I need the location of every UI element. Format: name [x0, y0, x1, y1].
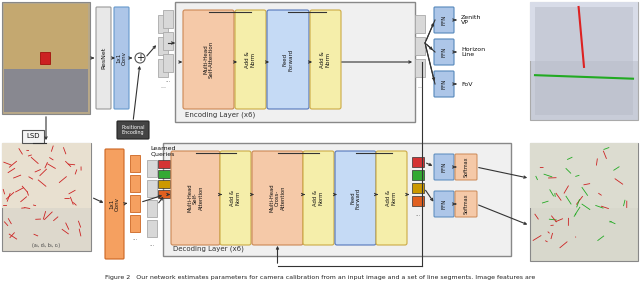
Text: FFN: FFN [442, 47, 447, 57]
Text: Multi-Head
Self-Attention: Multi-Head Self-Attention [203, 41, 214, 78]
Text: 1x1
Conv: 1x1 Conv [109, 197, 120, 211]
FancyBboxPatch shape [220, 151, 251, 245]
Bar [22, 130, 44, 143]
Text: ResNet: ResNet [101, 47, 106, 69]
Bar [130, 195, 140, 212]
FancyBboxPatch shape [303, 151, 334, 245]
Bar [415, 59, 425, 77]
FancyBboxPatch shape [96, 7, 111, 109]
Text: Figure 2   Our network estimates parameters for camera calibration from an input: Figure 2 Our network estimates parameter… [105, 275, 535, 280]
Text: ...: ... [417, 83, 423, 89]
Text: Horizon
Line: Horizon Line [461, 47, 485, 57]
Bar [158, 190, 170, 198]
Text: +: + [136, 53, 144, 63]
Bar [2, 2, 90, 114]
Bar [163, 32, 173, 50]
FancyBboxPatch shape [252, 151, 303, 245]
Bar [412, 157, 424, 167]
Text: FoV: FoV [461, 82, 472, 87]
FancyBboxPatch shape [114, 7, 129, 109]
Bar [158, 170, 170, 178]
Text: LSD: LSD [26, 134, 40, 140]
FancyBboxPatch shape [455, 191, 477, 217]
Text: ...: ... [149, 241, 155, 246]
Circle shape [135, 53, 145, 63]
FancyBboxPatch shape [455, 154, 477, 180]
Text: ...: ... [132, 237, 138, 241]
Text: Zenith
VP: Zenith VP [461, 15, 481, 25]
Text: Add &
Norm: Add & Norm [245, 51, 256, 68]
FancyBboxPatch shape [335, 151, 376, 245]
Text: Softmax: Softmax [463, 157, 468, 177]
FancyBboxPatch shape [171, 151, 220, 245]
Bar [163, 10, 173, 28]
Bar [147, 220, 157, 237]
FancyBboxPatch shape [434, 71, 454, 97]
Text: ...: ... [165, 78, 171, 83]
Bar [412, 183, 424, 193]
Bar [158, 59, 168, 77]
Text: Feed
Forward: Feed Forward [350, 187, 361, 209]
Bar [147, 180, 157, 197]
Bar [163, 143, 511, 256]
Text: ...: ... [160, 83, 166, 89]
Bar [2, 143, 91, 251]
FancyBboxPatch shape [117, 121, 149, 139]
Text: Multi-Head
Self-
Attention: Multi-Head Self- Attention [187, 184, 204, 212]
Text: Decoding Layer (x6): Decoding Layer (x6) [173, 246, 244, 252]
Bar [163, 54, 173, 72]
Text: FFN: FFN [442, 15, 447, 25]
Text: 1x1
Conv: 1x1 Conv [116, 51, 127, 65]
FancyBboxPatch shape [267, 10, 309, 109]
FancyBboxPatch shape [183, 10, 234, 109]
Text: Add &
Norm: Add & Norm [313, 190, 324, 206]
Bar [530, 143, 638, 208]
Bar [130, 215, 140, 232]
FancyBboxPatch shape [434, 7, 454, 33]
Bar [535, 7, 633, 115]
FancyBboxPatch shape [235, 10, 266, 109]
Bar [158, 180, 170, 188]
Bar [130, 155, 140, 172]
FancyBboxPatch shape [105, 149, 124, 259]
Bar [412, 170, 424, 180]
Text: Add &
Norm: Add & Norm [320, 51, 331, 68]
Text: FFN: FFN [442, 79, 447, 89]
FancyBboxPatch shape [310, 10, 341, 109]
Text: Encoding Layer (x6): Encoding Layer (x6) [185, 112, 255, 118]
Bar [530, 2, 638, 61]
Bar [147, 200, 157, 217]
FancyBboxPatch shape [434, 39, 454, 65]
Bar [40, 52, 50, 64]
Bar [158, 160, 170, 168]
Bar [412, 196, 424, 206]
Text: Add &
Norm: Add & Norm [386, 190, 397, 206]
Bar [158, 15, 168, 33]
Text: (aᵢ, dᵢ, bᵢ, cᵢ): (aᵢ, dᵢ, bᵢ, cᵢ) [33, 243, 61, 248]
FancyBboxPatch shape [434, 191, 454, 217]
Bar [4, 4, 88, 71]
Text: FFN: FFN [442, 199, 447, 209]
Text: Add &
Norm: Add & Norm [230, 190, 241, 206]
Bar [530, 143, 638, 261]
Bar [2, 143, 91, 208]
Text: Positional
Encoding: Positional Encoding [121, 125, 145, 135]
Bar [4, 69, 88, 112]
Bar [130, 175, 140, 192]
FancyBboxPatch shape [376, 151, 407, 245]
Text: Softmax: Softmax [463, 194, 468, 214]
Bar [158, 37, 168, 55]
Text: Learned
Queries: Learned Queries [150, 145, 176, 156]
Bar [415, 37, 425, 55]
Text: FFN: FFN [442, 162, 447, 172]
Text: Multi-Head
Cross-
Attention: Multi-Head Cross- Attention [269, 184, 286, 212]
Text: ...: ... [415, 211, 420, 216]
Bar [415, 15, 425, 33]
Text: Feed
Forward: Feed Forward [283, 48, 293, 70]
Bar [530, 2, 638, 120]
Bar [147, 160, 157, 177]
FancyBboxPatch shape [434, 154, 454, 180]
Bar [175, 2, 415, 122]
